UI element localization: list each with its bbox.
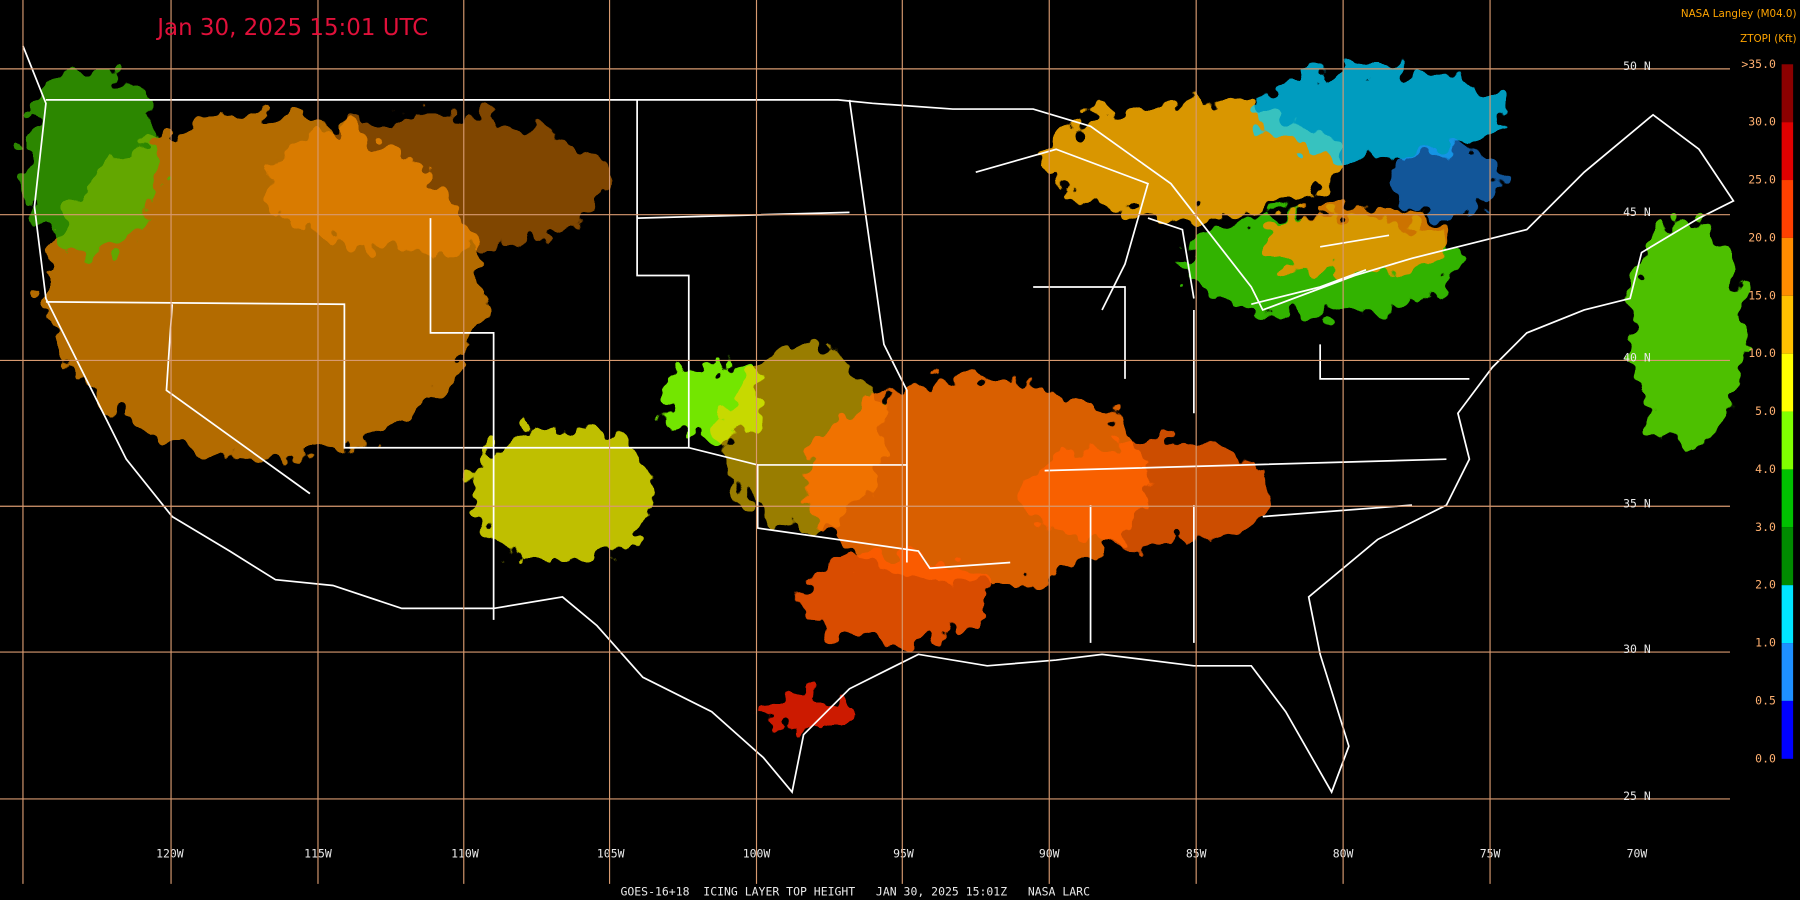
colorbar-label: 25.0 bbox=[1748, 173, 1776, 187]
source-label: NASA Langley (M04.0) bbox=[1681, 8, 1797, 20]
latitude-label: 50 N bbox=[1623, 59, 1651, 73]
colorbar-segment bbox=[1781, 700, 1794, 759]
cloud-area bbox=[470, 424, 655, 563]
colorbar-label: 15.0 bbox=[1748, 288, 1776, 302]
colorbar-segment bbox=[1781, 353, 1794, 412]
product-label: ZTOPI (Kft) bbox=[1740, 33, 1796, 45]
cloud-area bbox=[22, 68, 161, 253]
longitude-label: 95W bbox=[893, 847, 914, 861]
colorbar-segment bbox=[1781, 180, 1794, 238]
latitude-label: 35 N bbox=[1623, 496, 1651, 510]
longitude-label: 110W bbox=[451, 847, 479, 861]
colorbar-segment bbox=[1781, 122, 1794, 181]
latitude-label: 45 N bbox=[1623, 205, 1651, 219]
cloud-area bbox=[1630, 218, 1745, 448]
cloud-layer bbox=[22, 68, 1745, 729]
cloud-area bbox=[264, 114, 609, 253]
longitude-label: 105W bbox=[597, 847, 625, 861]
timestamp: Jan 30, 2025 15:01 UTC bbox=[155, 15, 428, 41]
colorbar-label: 30.0 bbox=[1748, 115, 1776, 129]
latitude-label: 25 N bbox=[1623, 789, 1651, 803]
colorbar-label: 10.0 bbox=[1748, 346, 1776, 360]
colorbar-segment bbox=[1781, 237, 1794, 296]
footer: GOES-16+18 ICING LAYER TOP HEIGHT JAN 30… bbox=[620, 884, 1090, 898]
colorbar-label: 0.0 bbox=[1755, 751, 1776, 765]
colorbar-segment bbox=[1781, 64, 1794, 123]
cloud-area bbox=[1021, 441, 1275, 546]
us-outline bbox=[22, 45, 1735, 795]
colorbar-segment bbox=[1781, 469, 1794, 528]
cloud-area bbox=[803, 551, 988, 643]
colorbar-label: >35.0 bbox=[1741, 57, 1776, 71]
longitude-label: 120W bbox=[156, 847, 184, 861]
colorbar-label: 3.0 bbox=[1755, 520, 1776, 534]
colorbar-segment bbox=[1781, 585, 1794, 644]
colorbar-segment bbox=[1781, 643, 1794, 701]
colorbar-label: 20.0 bbox=[1748, 230, 1776, 244]
cloud-area bbox=[1251, 68, 1504, 161]
latitude-label: 30 N bbox=[1623, 642, 1651, 656]
latitude-label: 40 N bbox=[1623, 351, 1651, 365]
cloud-area bbox=[1389, 149, 1504, 219]
colorbar-label: 2.0 bbox=[1755, 578, 1776, 592]
colorbar-label: 4.0 bbox=[1755, 462, 1776, 476]
colorbar: >35.0 30.0 25.0 20.0 15.0 10.0 5.0 4.0 3.0 2.0 1.0… bbox=[1741, 57, 1794, 765]
longitude-label: 70W bbox=[1627, 847, 1648, 861]
colorbar-segment bbox=[1781, 527, 1794, 586]
cloud-area bbox=[803, 378, 1148, 586]
colorbar-segment bbox=[1781, 295, 1794, 354]
colorbar-label: 0.5 bbox=[1755, 693, 1776, 707]
colorbar-label: 5.0 bbox=[1755, 404, 1776, 418]
colorbar-label: 1.0 bbox=[1755, 636, 1776, 650]
great-lakes bbox=[975, 148, 1390, 311]
cloud-area bbox=[757, 694, 850, 729]
colorbar-segment bbox=[1781, 411, 1794, 470]
